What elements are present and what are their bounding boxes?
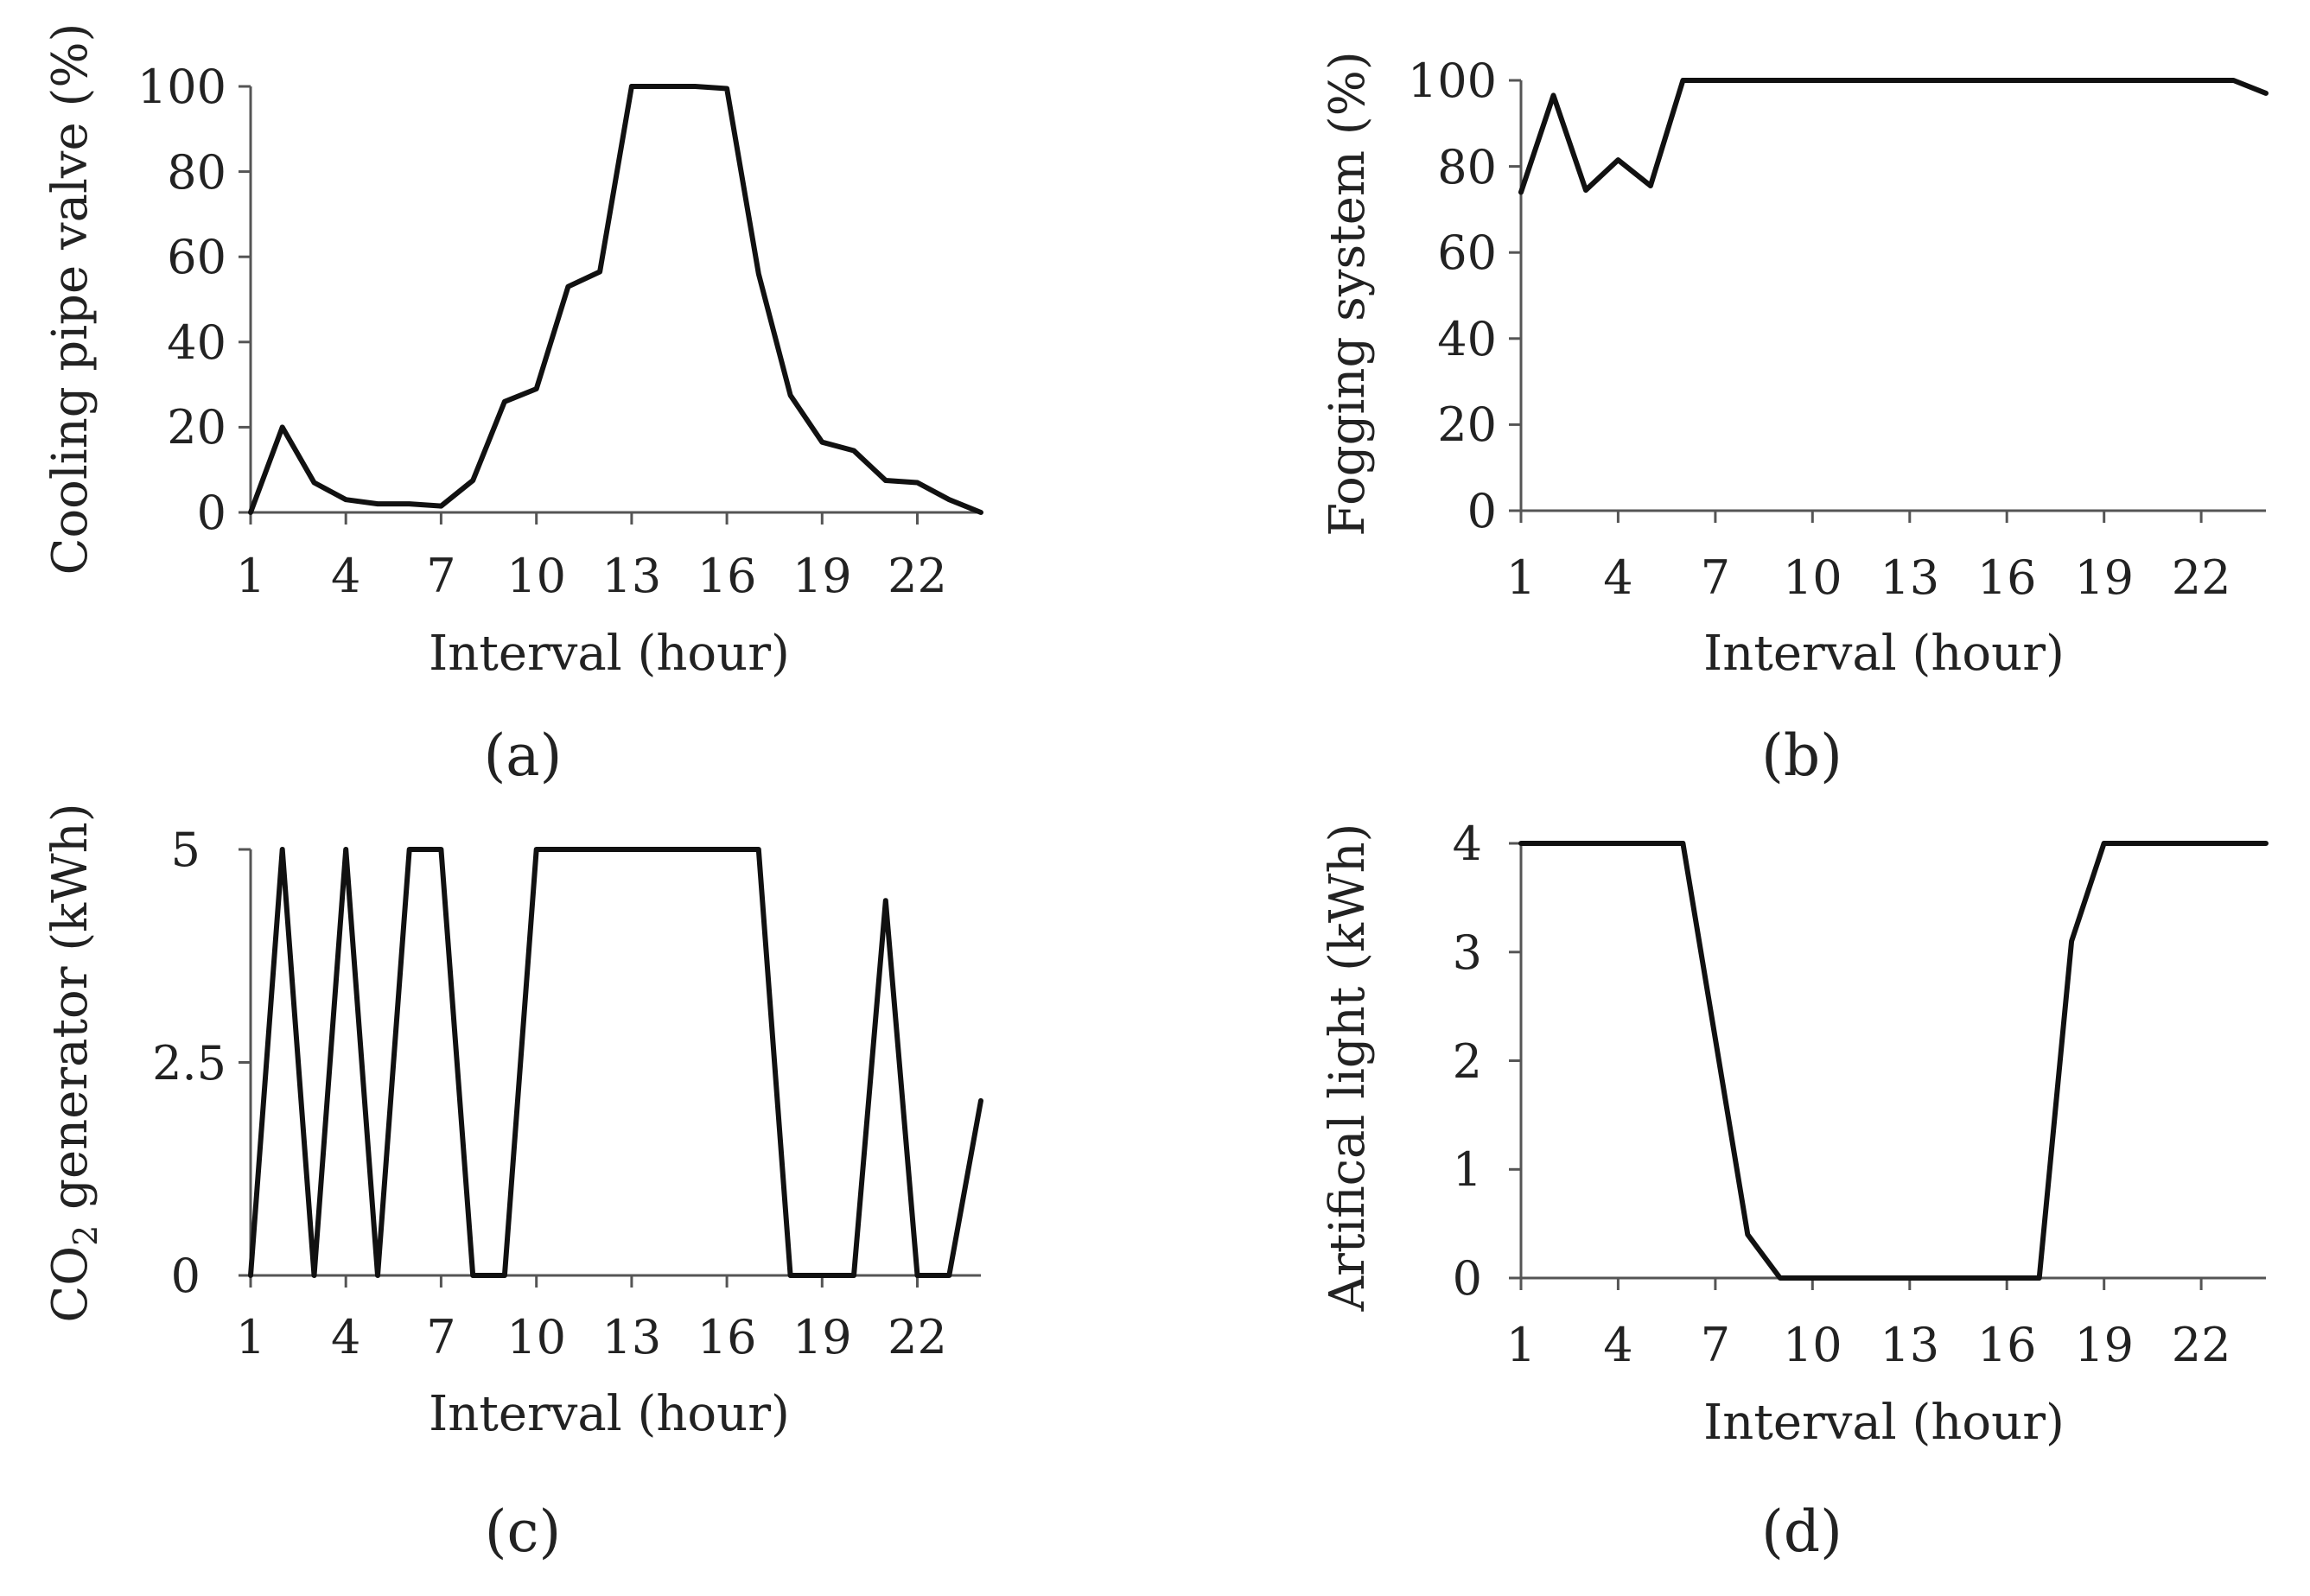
x-tick-label: 7 xyxy=(426,1310,455,1364)
panel-d: 0 1 2 3 4 1 4 7 10 13 16 19 22 Interval … xyxy=(1320,817,2269,1565)
panel-d-series-line xyxy=(1518,841,2269,1281)
y-tick-label: 5 xyxy=(171,823,200,877)
panel-c-label: (c) xyxy=(485,1498,561,1565)
y-tick-label: 2 xyxy=(1453,1034,1482,1089)
x-tick-label: 16 xyxy=(1977,1318,2037,1372)
x-tick-label: 7 xyxy=(1701,550,1730,605)
x-tick-label: 16 xyxy=(1977,550,2037,605)
x-tick-label: 7 xyxy=(1701,1318,1730,1372)
x-tick-label: 16 xyxy=(697,549,757,603)
panel-b-label: (b) xyxy=(1761,722,1842,789)
panel-d-y-ticks: 0 1 2 3 4 xyxy=(1453,817,1521,1306)
y-tick-label: 20 xyxy=(1437,397,1497,452)
x-tick-label: 1 xyxy=(236,549,265,603)
panel-a-series-line xyxy=(248,84,983,515)
x-tick-label: 1 xyxy=(1506,1318,1536,1372)
panel-a-label: (a) xyxy=(484,722,563,789)
x-tick-label: 22 xyxy=(2172,1318,2231,1372)
x-tick-label: 7 xyxy=(426,549,455,603)
panel-d-x-axis-label: Interval (hour) xyxy=(1703,1395,2065,1451)
x-tick-label: 13 xyxy=(602,1310,662,1364)
panel-b-y-ticks: 0 20 40 60 80 100 xyxy=(1408,54,1521,538)
panel-c-series-line xyxy=(248,847,983,1278)
y-tick-label: 40 xyxy=(1437,312,1497,366)
y-tick-label: 60 xyxy=(1437,226,1497,280)
y-tick-label: 0 xyxy=(197,486,226,540)
x-tick-label: 10 xyxy=(506,1310,566,1364)
panel-b-series-line xyxy=(1518,78,2269,195)
panel-c-y-ticks: 0 2.5 5 xyxy=(152,823,251,1303)
panel-d-label: (d) xyxy=(1761,1498,1842,1565)
x-tick-label: 1 xyxy=(236,1310,265,1364)
panel-d-y-axis-label: Artifical light (kWh) xyxy=(1320,823,1376,1313)
x-tick-label: 22 xyxy=(2172,550,2231,605)
x-tick-label: 16 xyxy=(697,1310,757,1364)
x-tick-label: 13 xyxy=(1880,1318,1939,1372)
panel-b: 0 20 40 60 80 100 1 4 7 10 13 16 19 22 I… xyxy=(1320,51,2269,789)
x-tick-label: 13 xyxy=(1880,550,1939,605)
x-tick-label: 4 xyxy=(331,549,360,603)
y-tick-label: 100 xyxy=(137,60,226,114)
ylabel-rest: generator (kWh) xyxy=(42,803,99,1224)
x-tick-label: 10 xyxy=(506,549,566,603)
y-tick-label: 20 xyxy=(167,400,226,455)
y-tick-label: 3 xyxy=(1453,925,1482,980)
y-tick-label: 100 xyxy=(1408,54,1497,108)
panel-a-y-axis-label: Cooling pipe valve (%) xyxy=(42,23,99,575)
x-tick-label: 22 xyxy=(888,549,947,603)
y-tick-label: 1 xyxy=(1453,1142,1482,1197)
panel-d-x-ticks: 1 4 7 10 13 16 19 22 xyxy=(1506,1278,2231,1372)
panel-b-x-ticks: 1 4 7 10 13 16 19 22 xyxy=(1506,511,2231,605)
x-tick-label: 22 xyxy=(888,1310,947,1364)
y-tick-label: 80 xyxy=(1437,140,1497,194)
panel-c-y-axis-label: CO2 generator (kWh) xyxy=(42,803,105,1322)
y-tick-label: 40 xyxy=(167,315,226,370)
x-tick-label: 4 xyxy=(331,1310,360,1364)
panel-c-x-axis-label: Interval (hour) xyxy=(429,1386,790,1442)
ylabel-subscript: 2 xyxy=(67,1225,105,1246)
y-tick-label: 80 xyxy=(167,145,226,200)
panel-a-x-ticks: 1 4 7 10 13 16 19 22 xyxy=(236,512,947,603)
x-tick-label: 19 xyxy=(2074,1318,2134,1372)
x-tick-label: 1 xyxy=(1506,550,1536,605)
y-tick-label: 0 xyxy=(171,1249,200,1303)
y-tick-label: 2.5 xyxy=(152,1036,226,1090)
x-tick-label: 4 xyxy=(1603,550,1632,605)
panel-c: 0 2.5 5 1 4 7 10 13 16 19 22 Interval (h… xyxy=(42,803,983,1565)
x-tick-label: 13 xyxy=(602,549,662,603)
x-tick-label: 10 xyxy=(1783,1318,1842,1372)
x-tick-label: 19 xyxy=(792,1310,852,1364)
ylabel-main: CO xyxy=(42,1246,99,1323)
y-tick-label: 60 xyxy=(167,230,226,284)
y-tick-label: 0 xyxy=(1467,484,1497,538)
x-tick-label: 19 xyxy=(2074,550,2134,605)
x-tick-label: 4 xyxy=(1603,1318,1632,1372)
x-tick-label: 10 xyxy=(1783,550,1842,605)
panel-a-y-ticks: 0 20 40 60 80 100 xyxy=(137,60,251,540)
panel-b-y-axis-label: Fogging system (%) xyxy=(1320,51,1376,536)
y-tick-label: 0 xyxy=(1453,1251,1482,1306)
panel-c-x-ticks: 1 4 7 10 13 16 19 22 xyxy=(236,1275,947,1364)
panel-a: 0 20 40 60 80 100 1 4 7 10 13 16 19 22 I… xyxy=(42,23,983,789)
y-tick-label: 4 xyxy=(1453,817,1482,871)
panel-b-x-axis-label: Interval (hour) xyxy=(1703,626,2065,682)
panel-a-x-axis-label: Interval (hour) xyxy=(429,626,790,682)
x-tick-label: 19 xyxy=(792,549,852,603)
